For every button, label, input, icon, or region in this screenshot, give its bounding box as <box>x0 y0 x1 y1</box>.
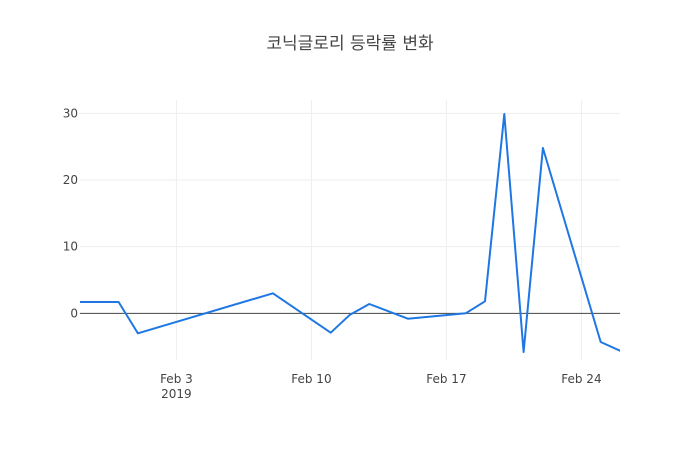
x-tick-label: Feb 17 <box>426 372 466 386</box>
y-tick-label: 20 <box>63 173 78 187</box>
x-tick-label: Feb 3 <box>160 372 193 386</box>
x-tick-label: Feb 10 <box>291 372 331 386</box>
grid <box>80 100 620 360</box>
x-tick-year-label: 2019 <box>161 387 192 401</box>
chart-title: 코닉글로리 등락률 변화 <box>266 34 434 54</box>
series-layer <box>80 113 620 353</box>
y-tick-label: 10 <box>63 240 78 254</box>
y-tick-label: 30 <box>63 106 78 120</box>
y-tick-label: 0 <box>70 306 78 320</box>
x-tick-label: Feb 24 <box>561 372 601 386</box>
series-line <box>80 113 620 353</box>
